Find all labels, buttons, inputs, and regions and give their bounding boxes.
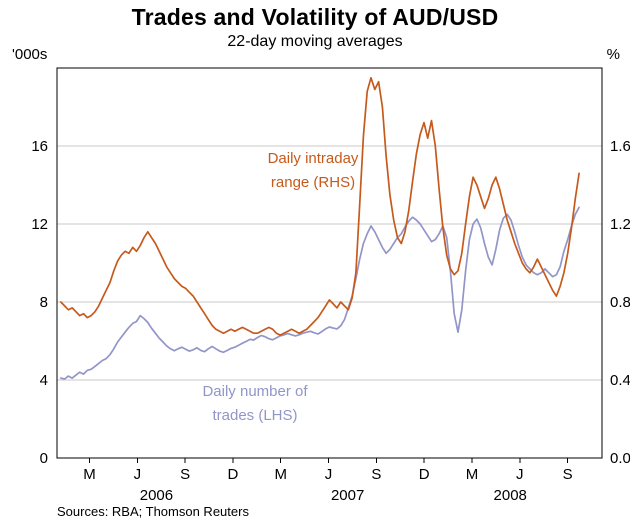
left-axis-tick-label: 4 (40, 372, 48, 389)
x-axis-tick-label: D (419, 466, 430, 483)
year-label: 2006 (140, 487, 173, 504)
x-axis-tick-label: J (325, 466, 333, 483)
left-axis-tick-label: 12 (31, 216, 48, 233)
left-axis-tick-label: 8 (40, 294, 48, 311)
chart-title: Trades and Volatility of AUD/USD (131, 4, 499, 30)
right-axis-tick-label: 0.4 (610, 372, 630, 389)
x-axis-tick-label: S (371, 466, 381, 483)
right-axis-unit-label: % (606, 46, 620, 63)
plot-frame (56, 67, 603, 459)
year-label: 2008 (494, 487, 527, 504)
x-axis-tick-label: M (274, 466, 287, 483)
x-axis-tick-label: S (563, 466, 573, 483)
range-annotation-line1: Daily intraday (267, 150, 359, 167)
trades-series-line (59, 206, 580, 380)
trades-annotation-line1: Daily number of (202, 383, 308, 400)
x-axis-tick-label: J (134, 466, 142, 483)
right-axis-tick-label: 0.8 (610, 294, 630, 311)
trades-annotation: Daily number of trades (LHS) (170, 380, 340, 428)
right-axis-tick-label: 1.2 (610, 216, 630, 233)
range-series-line (59, 76, 580, 336)
range-annotation: Daily intraday range (RHS) (228, 147, 398, 195)
right-axis-tick-label: 0.0 (610, 450, 630, 467)
year-label: 2007 (331, 487, 364, 504)
range-annotation-line2: range (RHS) (270, 174, 356, 191)
x-axis-tick-label: S (180, 466, 190, 483)
x-axis-tick-label: M (83, 466, 96, 483)
trades-annotation-line2: trades (LHS) (212, 407, 298, 424)
left-axis-tick-label: 16 (31, 138, 48, 155)
left-axis-unit-label: '000s (12, 46, 48, 63)
left-axis-tick-label: 0 (40, 450, 48, 467)
x-axis-tick-label: J (516, 466, 524, 483)
source-note: Sources: RBA; Thomson Reuters (57, 504, 249, 519)
chart-subtitle: 22-day moving averages (227, 33, 403, 50)
right-axis-tick-label: 1.6 (610, 138, 630, 155)
x-axis-tick-label: M (466, 466, 479, 483)
x-axis-tick-label: D (228, 466, 239, 483)
